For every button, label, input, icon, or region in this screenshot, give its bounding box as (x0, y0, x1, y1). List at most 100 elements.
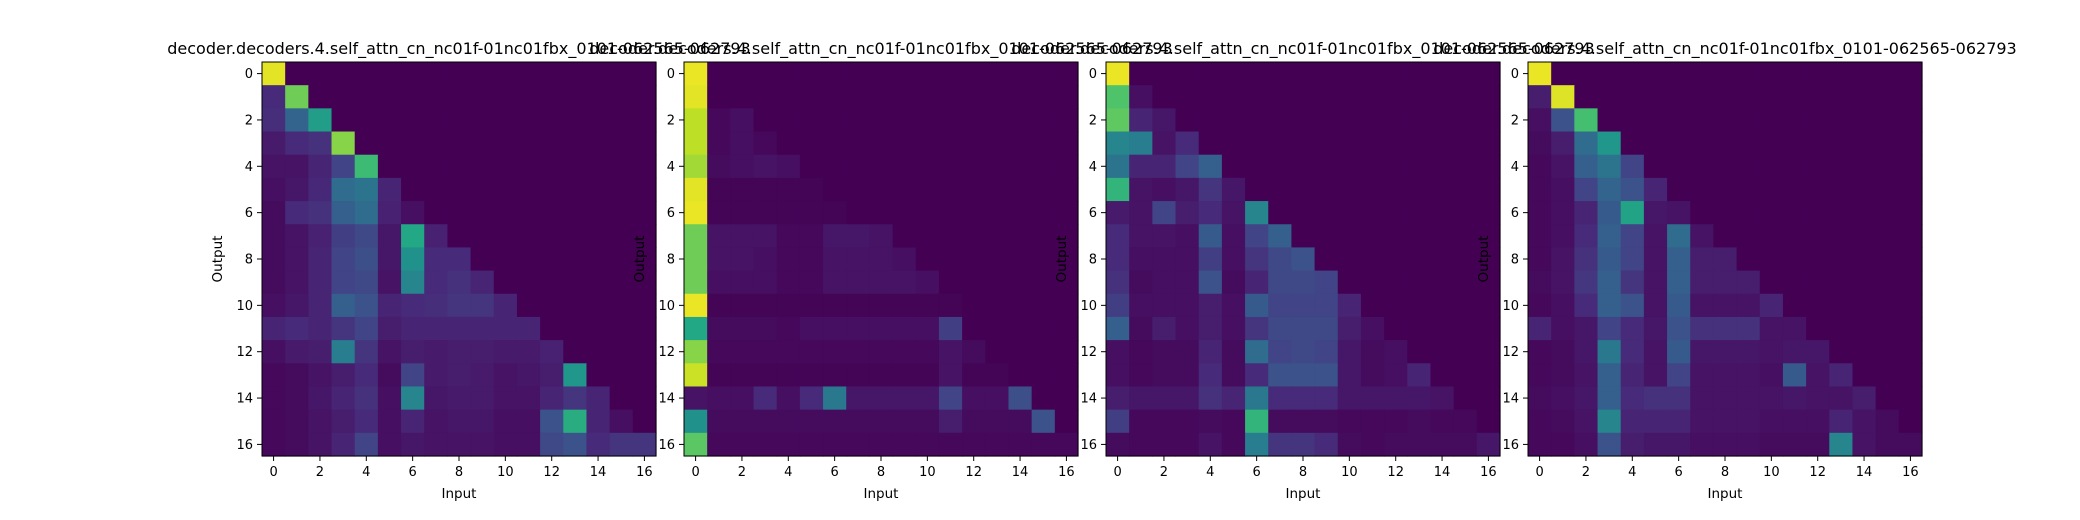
heatmap-cell (799, 386, 824, 411)
heatmap-cell (1008, 201, 1033, 225)
heatmap-cell (1643, 363, 1668, 388)
heatmap-cell (516, 201, 541, 225)
heatmap-cell (1528, 363, 1552, 388)
heatmap-cell (1291, 340, 1316, 364)
heatmap-cell (1597, 224, 1622, 249)
heatmap-cell (1008, 293, 1033, 318)
heatmap-cell (1291, 85, 1316, 109)
heatmap-cell (869, 293, 894, 318)
heatmap-cell (1106, 85, 1130, 109)
x-tick-label: 0 (1113, 465, 1121, 480)
heatmap-cell (684, 270, 708, 295)
heatmap-cell (1713, 316, 1738, 341)
heatmap-cell (869, 62, 894, 86)
x-tick-label: 2 (1582, 465, 1590, 480)
heatmap-cell (1806, 409, 1830, 434)
heatmap-cell (470, 386, 495, 411)
heatmap-cell (892, 201, 917, 225)
heatmap-cell (470, 224, 495, 249)
x-tick-label: 6 (831, 465, 839, 480)
heatmap-cell (1620, 293, 1645, 318)
heatmap-cell (1736, 293, 1761, 318)
heatmap-cell (707, 432, 731, 457)
heatmap-cell (1782, 247, 1807, 272)
heatmap-cell (1198, 154, 1223, 179)
y-axis-label: Output (1476, 236, 1492, 283)
heatmap-cell (823, 85, 847, 109)
heatmap-cell (985, 432, 1010, 457)
heatmap-cell (892, 340, 917, 364)
heatmap-cell (1291, 363, 1316, 388)
heatmap-cell (632, 363, 657, 388)
x-tick-label: 14 (1856, 465, 1873, 480)
heatmap-cell (1875, 201, 1900, 225)
heatmap-cell (1360, 247, 1385, 272)
heatmap-cell (1875, 386, 1900, 411)
heatmap-cell (1852, 177, 1877, 202)
heatmap-cell (632, 224, 657, 249)
heatmap-cell (609, 270, 634, 295)
heatmap-cell (1268, 270, 1293, 295)
heatmap-cell (586, 201, 611, 225)
heatmap-cell (1106, 247, 1130, 272)
heatmap-cell (470, 247, 495, 272)
heatmap-cell (1106, 270, 1130, 295)
heatmap-cell (1031, 201, 1056, 225)
heatmap-cell (1430, 293, 1455, 318)
heatmap-cell (1667, 270, 1691, 295)
heatmap-cell (1384, 316, 1408, 341)
heatmap-cell (609, 224, 634, 249)
heatmap-cell (1384, 432, 1408, 457)
chart-title: decoder.decoders.4.self_attn_cn_nc01f-01… (167, 39, 750, 59)
heatmap-cell (1430, 201, 1455, 225)
heatmap-cell (1759, 409, 1784, 434)
heatmap-cell (540, 177, 564, 202)
heatmap-cell (1898, 340, 1923, 364)
heatmap-cell (1337, 293, 1362, 318)
heatmap-cell (331, 316, 356, 341)
heatmap-cell (1806, 432, 1830, 457)
heatmap-cell (1736, 177, 1761, 202)
heatmap-cell (915, 85, 940, 109)
heatmap-cell (1713, 201, 1738, 225)
x-tick-label: 0 (269, 465, 277, 480)
heatmap-cell (1806, 293, 1830, 318)
heatmap-cell (632, 201, 657, 225)
heatmap-cell (540, 340, 564, 364)
heatmap-cell (776, 432, 801, 457)
y-tick-label: 8 (245, 253, 253, 268)
heatmap-cell (1551, 363, 1575, 388)
heatmap-cell (1667, 108, 1691, 133)
heatmap-cell (1713, 293, 1738, 318)
heatmap-cell (1597, 247, 1622, 272)
heatmap-cell (1528, 62, 1552, 86)
heatmap-cell (1597, 363, 1622, 388)
heatmap-cell (1245, 154, 1269, 179)
heatmap-cell (1430, 85, 1455, 109)
heatmap-cell (401, 270, 425, 295)
heatmap-cell (1453, 131, 1478, 156)
heatmap-cell (1054, 247, 1079, 272)
heatmap-cell (1551, 154, 1575, 179)
y-tick-label: 8 (667, 253, 675, 268)
heatmap-cell (869, 85, 894, 109)
heatmap-cell (1268, 363, 1293, 388)
heatmap-cell (540, 131, 564, 156)
heatmap-cell (1528, 154, 1552, 179)
heatmap-cell (823, 363, 847, 388)
heatmap-cell (1852, 201, 1877, 225)
heatmap-cell (540, 201, 564, 225)
heatmap-cell (516, 62, 541, 86)
heatmap-cell (1574, 432, 1599, 457)
heatmap-cell (1736, 154, 1761, 179)
heatmap-cell (962, 432, 986, 457)
x-tick-label: 10 (1763, 465, 1780, 480)
heatmap-cell (1337, 409, 1362, 434)
heatmap-cell (1829, 108, 1854, 133)
heatmap-cell (707, 108, 731, 133)
heatmap-cell (540, 108, 564, 133)
heatmap-cell (1620, 363, 1645, 388)
heatmap-cell (401, 154, 425, 179)
heatmap-cell (1806, 363, 1830, 388)
heatmap-cell (1829, 340, 1854, 364)
